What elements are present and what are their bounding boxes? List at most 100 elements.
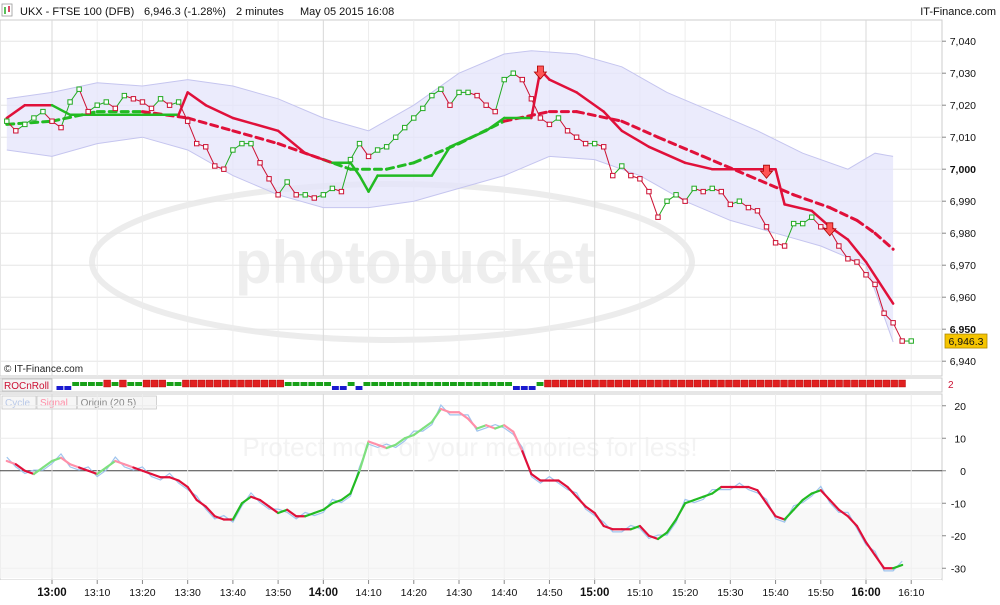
signal-segment (475, 424, 488, 430)
rocnroll-bar (221, 379, 229, 388)
rocnroll-bar (394, 382, 402, 386)
supertrend-segment (846, 238, 868, 264)
rocnroll-bar (158, 379, 166, 388)
last-price-badge (944, 333, 988, 349)
time-tick-label: 13:30 (175, 587, 201, 599)
rocnroll-bar (284, 382, 292, 386)
signal-segment (412, 427, 424, 437)
rocnroll-bar (166, 382, 174, 386)
oscillator-lines (5, 404, 904, 572)
rocnroll-bar (489, 382, 497, 386)
signal-segment (530, 472, 542, 482)
symbol-title: UKX - FTSE 100 (DFB) (20, 6, 134, 18)
time-tick-label: 14:40 (491, 587, 517, 599)
rocnroll-bar (363, 382, 371, 386)
price-point (637, 176, 643, 182)
price-point (673, 192, 679, 198)
price-point (212, 163, 218, 169)
signal-segment (512, 430, 524, 453)
signal-segment (693, 495, 705, 502)
osc-tick-label: 0 (960, 466, 966, 478)
supertrend-segment (276, 129, 307, 155)
rocnroll-bar (615, 379, 623, 388)
rocnroll-bar (339, 386, 347, 390)
price-point (31, 115, 37, 121)
price-point (112, 105, 119, 112)
signal-segment (141, 469, 153, 476)
price-point (148, 105, 155, 112)
sell-arrow-icon (759, 164, 774, 179)
price-segment (187, 121, 198, 144)
rocnroll-bar (741, 379, 749, 388)
signal-segment (349, 469, 361, 495)
signal-segment (376, 443, 388, 450)
price-point (221, 166, 227, 172)
signal-segment (132, 466, 144, 472)
price-point (13, 128, 19, 134)
time-tick-label: 15:40 (762, 587, 788, 599)
signal-segment (186, 485, 198, 502)
time-tick-label: 13:20 (129, 587, 155, 599)
signal-segment (385, 443, 397, 450)
signal-segment (674, 502, 687, 521)
signal-segment (439, 407, 452, 414)
bollinger-fill (6, 50, 894, 343)
price-tick-label: 7,040 (950, 36, 976, 48)
price-segment (223, 149, 234, 170)
rocnroll-bar (528, 386, 536, 390)
boll-middle-segment (186, 116, 235, 133)
sell-arrow-icon (533, 65, 548, 80)
price-point (781, 243, 788, 249)
supertrend-segment (448, 129, 488, 149)
price-segment (78, 89, 89, 112)
price-tick-label: 6,970 (950, 260, 976, 272)
rocnroll-bar (843, 379, 851, 388)
rocnroll-bar (379, 382, 387, 386)
price-point (302, 192, 308, 198)
rocnroll-bar (536, 382, 544, 386)
boll-middle-segment (792, 193, 832, 210)
signal-segment (403, 433, 415, 440)
price-point (845, 256, 851, 262)
timestamp: May 05 2015 16:08 (300, 6, 394, 18)
price-segment (874, 284, 885, 314)
time-tick-label: 13:10 (84, 587, 110, 599)
supertrend-segment (647, 145, 687, 165)
price-point (347, 156, 354, 163)
price-point (727, 201, 734, 208)
signal-segment (430, 407, 443, 424)
price-point (772, 240, 779, 246)
signal-segment (78, 466, 90, 472)
price-point (130, 96, 137, 102)
boll-middle-segment (231, 129, 280, 146)
price-point (67, 99, 73, 105)
last-price-label: 6,946.3 (948, 336, 983, 348)
rocnroll-bar (827, 379, 835, 388)
price-point (601, 144, 607, 150)
rocnroll-bar (442, 382, 450, 386)
rocnroll-bar (662, 379, 670, 388)
price-point (392, 134, 399, 140)
rocnroll-bars (56, 379, 906, 390)
signal-segment (873, 554, 886, 570)
signal-segment (313, 508, 325, 515)
signal-segment (864, 541, 877, 557)
rocnroll-bar (276, 379, 284, 388)
rocnroll-bar (190, 379, 198, 388)
rocnroll-bar (347, 382, 355, 386)
watermark: photobucket (89, 181, 695, 343)
rocnroll-bar (127, 382, 135, 386)
price-point (854, 259, 860, 265)
price-tick-label: 7,020 (950, 100, 976, 112)
price-point (402, 124, 408, 131)
price-point (655, 214, 661, 220)
rocnroll-bar (387, 382, 394, 386)
rocnroll-bar (150, 379, 159, 388)
price-point (49, 118, 55, 124)
watermark-tagline: Protect more of your memories for less! (242, 432, 697, 462)
signal-segment (837, 508, 850, 518)
signal-segment (213, 515, 225, 521)
price-tick-label: 6,980 (950, 228, 976, 240)
rocnroll-bar (630, 379, 639, 388)
